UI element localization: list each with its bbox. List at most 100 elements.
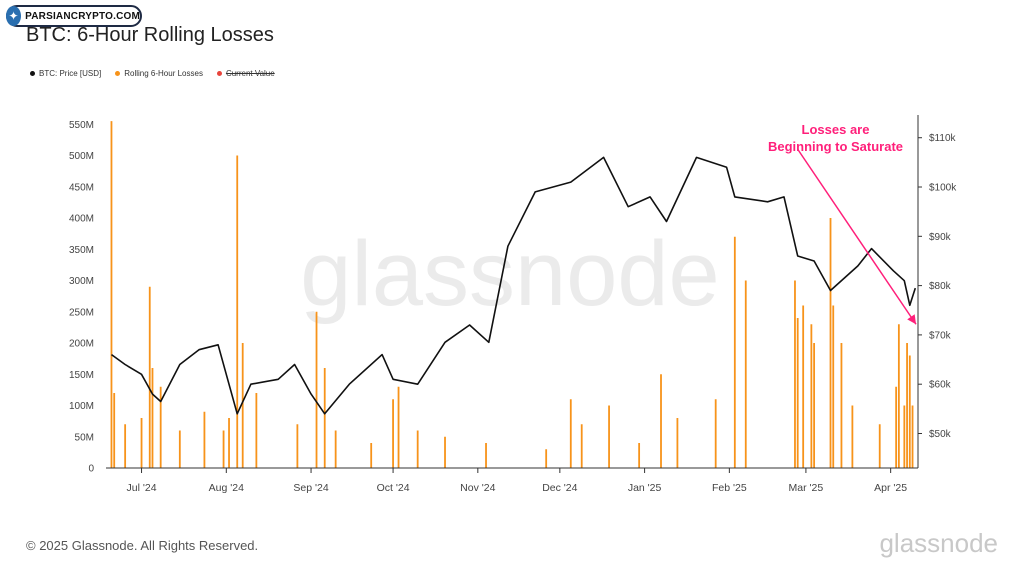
loss-bar: [178, 430, 181, 468]
site-badge-text: PARSIANCRYPTO.COM: [25, 10, 140, 22]
loss-bar: [813, 343, 816, 468]
loss-bar: [895, 386, 898, 468]
annotation-line-2: Beginning to Saturate: [768, 139, 903, 154]
loss-bar: [911, 405, 914, 468]
loss-bar: [796, 318, 799, 468]
legend-item-price[interactable]: BTC: Price [USD]: [30, 69, 101, 78]
left-tick-label: 350M: [69, 245, 94, 256]
loss-bar: [878, 424, 881, 468]
loss-bar: [676, 418, 679, 468]
loss-bar: [397, 386, 400, 468]
loss-bar: [392, 399, 394, 468]
loss-bar: [802, 305, 805, 468]
loss-bar: [840, 343, 843, 468]
loss-bar: [228, 418, 230, 468]
footer-copyright: © 2025 Glassnode. All Rights Reserved.: [26, 538, 259, 553]
x-tick-label: Aug '24: [209, 482, 244, 494]
right-tick-label: $70k: [929, 330, 952, 341]
loss-bar: [255, 393, 258, 468]
left-tick-label: 300M: [69, 276, 94, 287]
right-tick-label: $100k: [929, 183, 957, 194]
left-tick-label: 50M: [75, 432, 94, 443]
loss-bar: [832, 305, 835, 468]
loss-bar: [416, 430, 419, 468]
loss-bar: [569, 399, 572, 468]
right-tick-label: $110k: [929, 133, 957, 144]
chart-title: BTC: 6-Hour Rolling Losses: [26, 24, 274, 46]
legend-label-losses: Rolling 6-Hour Losses: [124, 69, 203, 78]
loss-bar: [714, 399, 717, 468]
loss-bar: [906, 343, 908, 468]
legend-dot-current-icon: [216, 71, 222, 76]
loss-bar: [908, 355, 911, 468]
loss-bar: [370, 443, 373, 468]
chart-legend: BTC: Price [USD] Rolling 6-Hour Losses C…: [30, 69, 275, 78]
loss-bar: [236, 155, 239, 468]
loss-bar: [638, 443, 641, 468]
x-tick-label: Jan '25: [628, 482, 662, 494]
legend-label-price: BTC: Price [USD]: [39, 69, 102, 78]
x-tick-label: Apr '25: [874, 482, 907, 494]
right-tick-label: $80k: [929, 281, 952, 292]
site-badge[interactable]: ✦ PARSIANCRYPTO.COM: [6, 5, 142, 27]
left-tick-label: 250M: [69, 307, 94, 318]
legend-label-current: Current Value: [225, 69, 275, 78]
loss-bar: [444, 436, 446, 468]
loss-bar: [485, 443, 487, 468]
legend-item-current[interactable]: Current Value: [216, 69, 275, 78]
x-tick-label: Sep '24: [293, 482, 328, 494]
loss-bar: [851, 405, 854, 468]
crypto-logo-icon: ✦: [6, 6, 22, 26]
footer-logo: glassnode: [879, 528, 998, 558]
loss-bar: [203, 411, 206, 468]
loss-bar: [660, 374, 662, 468]
annotation-line-1: Losses are: [802, 122, 870, 137]
left-tick-label: 550M: [69, 120, 94, 131]
left-tick-label: 100M: [69, 401, 94, 412]
loss-bar: [744, 280, 747, 468]
right-tick-label: $90k: [929, 232, 952, 243]
loss-bar: [148, 286, 151, 468]
watermark: glassnode: [300, 223, 719, 325]
loss-bar: [140, 418, 143, 468]
loss-bar: [151, 368, 154, 468]
left-tick-label: 450M: [69, 182, 94, 193]
x-tick-label: Jul '24: [127, 482, 157, 494]
loss-bar: [545, 449, 548, 468]
loss-bar: [222, 430, 225, 468]
left-tick-label: 400M: [69, 214, 94, 225]
loss-bar: [829, 218, 832, 468]
loss-bar: [124, 424, 127, 468]
loss-bar: [315, 311, 318, 468]
loss-bar: [159, 386, 162, 468]
x-tick-label: Nov '24: [460, 482, 495, 494]
x-tick-label: Feb '25: [712, 482, 747, 494]
loss-bar: [241, 343, 244, 468]
legend-dot-price-icon: [30, 71, 35, 76]
loss-bar: [897, 324, 900, 468]
left-tick-label: 500M: [69, 151, 94, 162]
loss-bar: [810, 324, 813, 468]
trend-arrow-head-icon: [907, 314, 916, 325]
right-tick-label: $50k: [929, 429, 952, 440]
loss-bar: [113, 393, 116, 468]
loss-bar: [296, 424, 299, 468]
loss-bar: [334, 430, 337, 468]
legend-item-losses[interactable]: Rolling 6-Hour Losses: [115, 69, 203, 78]
right-tick-label: $60k: [929, 380, 952, 391]
left-tick-label: 150M: [69, 370, 94, 381]
x-tick-label: Mar '25: [789, 482, 824, 494]
legend-dot-losses-icon: [115, 71, 121, 76]
trend-arrow: [797, 148, 917, 325]
loss-bar: [580, 424, 583, 468]
loss-bar: [608, 405, 610, 468]
loss-bar: [323, 368, 326, 468]
left-tick-label: 200M: [69, 339, 94, 350]
left-tick-label: 0: [88, 464, 94, 475]
loss-bar: [903, 405, 906, 468]
loss-bar: [110, 121, 113, 468]
price-series-line: [111, 156, 917, 415]
loss-bar: [733, 236, 736, 468]
x-tick-label: Dec '24: [542, 482, 577, 494]
